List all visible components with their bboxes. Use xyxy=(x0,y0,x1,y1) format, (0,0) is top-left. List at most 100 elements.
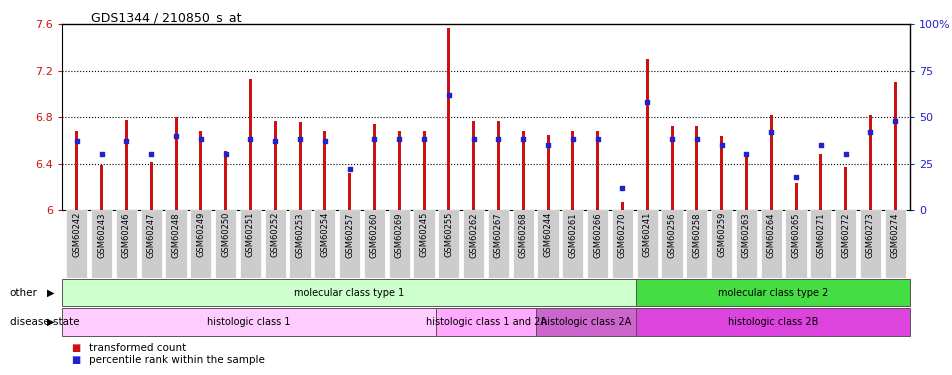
Point xyxy=(862,129,877,135)
Bar xyxy=(720,136,723,210)
FancyBboxPatch shape xyxy=(512,210,533,278)
Text: GSM60264: GSM60264 xyxy=(766,212,775,258)
FancyBboxPatch shape xyxy=(611,210,632,278)
Text: ▶: ▶ xyxy=(47,288,54,297)
Bar xyxy=(436,308,535,336)
FancyBboxPatch shape xyxy=(834,210,855,278)
Text: GSM60270: GSM60270 xyxy=(617,212,626,258)
Bar xyxy=(621,202,624,210)
Text: GSM60274: GSM60274 xyxy=(890,212,899,258)
Text: GSM60255: GSM60255 xyxy=(444,212,453,257)
Bar xyxy=(794,183,797,210)
Text: ▶: ▶ xyxy=(47,316,54,327)
Point xyxy=(144,152,159,157)
Point xyxy=(342,166,357,172)
FancyBboxPatch shape xyxy=(190,210,211,278)
Bar xyxy=(571,131,574,210)
Text: GSM60267: GSM60267 xyxy=(493,212,503,258)
Text: transformed count: transformed count xyxy=(89,343,186,353)
FancyBboxPatch shape xyxy=(314,210,335,278)
FancyBboxPatch shape xyxy=(413,210,434,278)
FancyBboxPatch shape xyxy=(289,210,310,278)
FancyBboxPatch shape xyxy=(784,210,805,278)
Text: molecular class type 2: molecular class type 2 xyxy=(717,288,827,297)
Bar xyxy=(248,79,251,210)
Text: percentile rank within the sample: percentile rank within the sample xyxy=(89,355,265,365)
Text: ■: ■ xyxy=(71,355,81,365)
Bar xyxy=(273,121,276,210)
FancyBboxPatch shape xyxy=(141,210,162,278)
Bar xyxy=(521,131,525,210)
Point xyxy=(441,92,456,98)
Text: GSM60271: GSM60271 xyxy=(816,212,824,258)
Bar xyxy=(224,151,227,210)
Point xyxy=(565,136,580,142)
Text: GSM60258: GSM60258 xyxy=(691,212,701,258)
Bar xyxy=(471,121,475,210)
Text: GSM60245: GSM60245 xyxy=(419,212,428,257)
Bar xyxy=(744,154,747,210)
Bar xyxy=(397,131,400,210)
Text: GSM60273: GSM60273 xyxy=(865,212,874,258)
Bar xyxy=(670,126,673,210)
Bar xyxy=(100,165,103,210)
Point xyxy=(69,138,85,144)
FancyBboxPatch shape xyxy=(636,210,657,278)
FancyBboxPatch shape xyxy=(537,210,558,278)
FancyBboxPatch shape xyxy=(586,210,607,278)
Point xyxy=(812,142,827,148)
Point xyxy=(886,118,902,124)
FancyBboxPatch shape xyxy=(67,210,88,278)
Text: histologic class 2A: histologic class 2A xyxy=(540,316,630,327)
Text: GSM60246: GSM60246 xyxy=(122,212,130,258)
Text: histologic class 1 and 2A: histologic class 1 and 2A xyxy=(426,316,545,327)
FancyBboxPatch shape xyxy=(760,210,781,278)
Bar xyxy=(323,131,326,210)
FancyBboxPatch shape xyxy=(265,210,286,278)
Text: GSM60250: GSM60250 xyxy=(221,212,229,257)
Text: GSM60248: GSM60248 xyxy=(171,212,180,258)
Bar xyxy=(645,59,648,210)
Point xyxy=(367,136,382,142)
Bar xyxy=(535,308,635,336)
Text: GSM60272: GSM60272 xyxy=(841,212,849,258)
Text: GSM60261: GSM60261 xyxy=(567,212,577,258)
FancyBboxPatch shape xyxy=(91,210,112,278)
Bar xyxy=(843,167,846,210)
Point xyxy=(639,99,654,105)
Point xyxy=(688,136,704,142)
Text: histologic class 1: histologic class 1 xyxy=(208,316,290,327)
Point xyxy=(713,142,728,148)
Text: other: other xyxy=(10,288,37,297)
Point xyxy=(589,136,605,142)
Point xyxy=(837,152,852,157)
FancyBboxPatch shape xyxy=(735,210,756,278)
Text: GSM60266: GSM60266 xyxy=(592,212,602,258)
FancyBboxPatch shape xyxy=(364,210,385,278)
Bar xyxy=(893,82,896,210)
Point xyxy=(94,152,109,157)
FancyBboxPatch shape xyxy=(809,210,830,278)
Bar xyxy=(868,115,871,210)
Text: GSM60244: GSM60244 xyxy=(543,212,552,257)
Bar xyxy=(596,131,599,210)
Bar xyxy=(635,279,909,306)
Point xyxy=(614,185,629,191)
Text: GSM60268: GSM60268 xyxy=(518,212,527,258)
Point xyxy=(664,136,679,142)
FancyBboxPatch shape xyxy=(883,210,904,278)
Point xyxy=(391,136,407,142)
Bar xyxy=(695,126,698,210)
Point xyxy=(268,138,283,144)
FancyBboxPatch shape xyxy=(685,210,706,278)
Text: GSM60263: GSM60263 xyxy=(742,212,750,258)
Text: GSM60260: GSM60260 xyxy=(369,212,379,258)
FancyBboxPatch shape xyxy=(116,210,137,278)
Text: GSM60256: GSM60256 xyxy=(666,212,676,258)
FancyBboxPatch shape xyxy=(710,210,731,278)
Point xyxy=(466,136,481,142)
FancyBboxPatch shape xyxy=(562,210,583,278)
Bar xyxy=(545,135,549,210)
Point xyxy=(292,136,307,142)
Bar xyxy=(149,162,152,210)
